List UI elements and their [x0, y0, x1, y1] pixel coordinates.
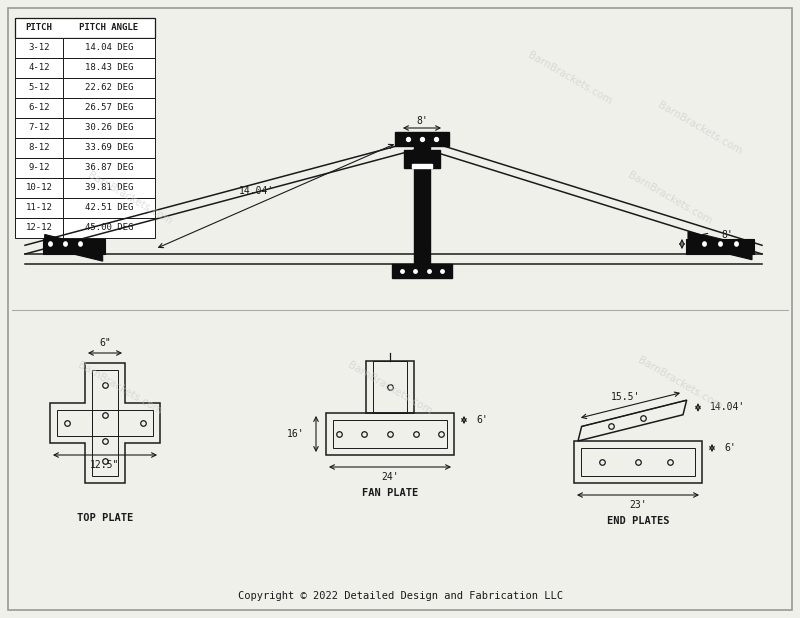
Bar — [15, 18, 155, 38]
Bar — [63, 158, 155, 178]
Bar — [15, 98, 63, 118]
Text: BarnBrackets.com: BarnBrackets.com — [626, 170, 714, 226]
Bar — [63, 198, 155, 218]
Bar — [92, 410, 118, 476]
Bar — [15, 158, 63, 178]
Bar — [63, 98, 155, 118]
Text: BarnBrackets.com: BarnBrackets.com — [526, 50, 614, 106]
Text: BarnBrackets.com: BarnBrackets.com — [346, 360, 434, 416]
Text: 12.5": 12.5" — [90, 460, 120, 470]
Bar — [63, 58, 155, 78]
Text: 6': 6' — [724, 443, 736, 453]
Text: BarnBrackets.com: BarnBrackets.com — [656, 100, 744, 156]
Polygon shape — [45, 234, 102, 261]
Bar — [63, 78, 155, 98]
Bar — [63, 178, 155, 198]
Bar — [15, 58, 63, 78]
Bar — [373, 361, 407, 413]
Text: 15.5': 15.5' — [610, 392, 640, 402]
Text: END PLATES: END PLATES — [606, 516, 670, 526]
Text: 12-12: 12-12 — [26, 224, 53, 232]
Text: 8': 8' — [721, 231, 733, 240]
Bar — [15, 138, 63, 158]
Bar — [414, 242, 430, 277]
Bar — [15, 78, 63, 98]
Text: 8': 8' — [416, 116, 428, 126]
Bar — [326, 413, 454, 455]
Bar — [15, 218, 63, 238]
Bar — [63, 138, 155, 158]
Bar — [412, 164, 432, 168]
Text: PITCH ANGLE: PITCH ANGLE — [79, 23, 138, 33]
Text: 3-12: 3-12 — [28, 43, 50, 53]
Bar — [15, 38, 63, 58]
Bar — [63, 38, 155, 58]
Bar — [395, 132, 449, 146]
Bar — [57, 410, 153, 436]
Text: 26.57 DEG: 26.57 DEG — [85, 103, 133, 112]
Text: 6-12: 6-12 — [28, 103, 50, 112]
Text: 45.00 DEG: 45.00 DEG — [85, 224, 133, 232]
Bar — [392, 264, 452, 278]
Text: 33.69 DEG: 33.69 DEG — [85, 143, 133, 153]
Text: FAN PLATE: FAN PLATE — [362, 488, 418, 498]
Text: 7-12: 7-12 — [28, 124, 50, 132]
Bar — [581, 448, 695, 476]
Text: 6': 6' — [476, 415, 488, 425]
Bar — [574, 441, 702, 483]
Text: BarnBrackets.com: BarnBrackets.com — [86, 170, 174, 226]
Text: TOP PLATE: TOP PLATE — [77, 513, 133, 523]
Polygon shape — [42, 239, 105, 254]
Text: 8-12: 8-12 — [28, 143, 50, 153]
Text: 22.62 DEG: 22.62 DEG — [85, 83, 133, 93]
Bar — [366, 361, 414, 413]
Text: 42.51 DEG: 42.51 DEG — [85, 203, 133, 213]
Text: 39.81 DEG: 39.81 DEG — [85, 184, 133, 192]
Text: 14.04': 14.04' — [710, 402, 746, 412]
Bar — [15, 178, 63, 198]
Bar — [92, 370, 118, 436]
Text: BarnBrackets.com: BarnBrackets.com — [636, 355, 724, 411]
Text: Copyright © 2022 Detailed Design and Fabrication LLC: Copyright © 2022 Detailed Design and Fab… — [238, 591, 562, 601]
Bar — [63, 118, 155, 138]
Text: 24': 24' — [381, 472, 399, 482]
Text: 18.43 DEG: 18.43 DEG — [85, 64, 133, 72]
Text: 5-12: 5-12 — [28, 83, 50, 93]
Bar — [15, 118, 63, 138]
Text: 6": 6" — [99, 338, 111, 348]
Text: BarnBrackets.com: BarnBrackets.com — [76, 360, 164, 416]
Bar — [404, 150, 440, 168]
Text: 11-12: 11-12 — [26, 203, 53, 213]
Text: 30.26 DEG: 30.26 DEG — [85, 124, 133, 132]
Bar — [414, 146, 430, 242]
Text: 10-12: 10-12 — [26, 184, 53, 192]
Text: 16': 16' — [286, 429, 304, 439]
Text: 36.87 DEG: 36.87 DEG — [85, 164, 133, 172]
Text: 4-12: 4-12 — [28, 64, 50, 72]
Polygon shape — [686, 239, 754, 254]
Bar — [63, 218, 155, 238]
Text: 14.04 DEG: 14.04 DEG — [85, 43, 133, 53]
Bar — [15, 198, 63, 218]
Text: PITCH: PITCH — [26, 23, 53, 33]
Text: 9-12: 9-12 — [28, 164, 50, 172]
Polygon shape — [688, 232, 752, 260]
Text: 8": 8" — [691, 239, 703, 249]
Bar — [333, 420, 447, 448]
Text: 23': 23' — [629, 500, 647, 510]
Text: 14.04': 14.04' — [238, 186, 274, 196]
